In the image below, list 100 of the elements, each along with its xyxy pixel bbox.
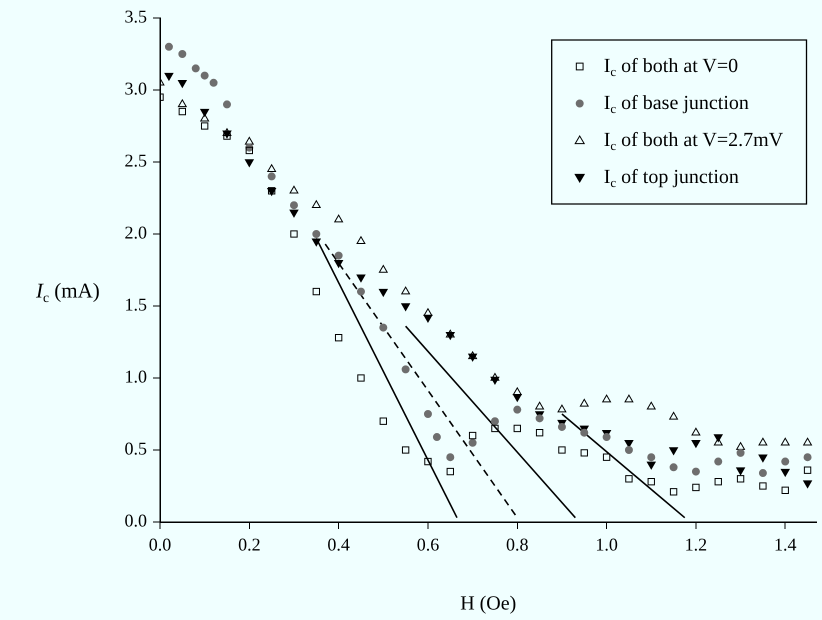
point xyxy=(446,330,455,338)
point xyxy=(490,417,499,426)
point xyxy=(222,100,231,108)
point xyxy=(164,42,173,51)
point xyxy=(558,422,566,431)
point xyxy=(536,429,544,436)
point xyxy=(312,288,320,296)
point xyxy=(670,488,678,496)
x-tick-label: 0.0 xyxy=(148,534,172,555)
point xyxy=(356,274,366,282)
point xyxy=(424,410,432,418)
point xyxy=(602,433,611,442)
point xyxy=(334,334,342,342)
point xyxy=(536,414,544,422)
point xyxy=(624,446,633,454)
point xyxy=(580,428,588,437)
point xyxy=(401,303,410,311)
x-tick-label: 1.0 xyxy=(595,534,618,555)
point xyxy=(736,448,745,457)
y-tick-label: 2.5 xyxy=(124,150,147,171)
point xyxy=(200,122,208,130)
y-tick-label: 3.5 xyxy=(124,6,147,27)
point xyxy=(513,406,522,414)
point xyxy=(312,230,320,238)
point xyxy=(602,394,611,402)
point xyxy=(200,108,210,117)
point xyxy=(535,402,544,410)
point xyxy=(803,480,812,488)
point xyxy=(780,438,790,446)
point xyxy=(646,402,656,410)
point xyxy=(468,351,478,360)
point xyxy=(357,374,365,382)
point xyxy=(424,458,432,466)
point xyxy=(780,468,790,477)
point xyxy=(580,398,589,407)
y-tick-label: 3.0 xyxy=(124,78,147,99)
point xyxy=(736,475,744,482)
point xyxy=(290,230,298,238)
point xyxy=(714,478,722,486)
point xyxy=(356,288,365,296)
point xyxy=(378,265,388,273)
point xyxy=(432,433,441,442)
point xyxy=(379,324,388,332)
point xyxy=(178,99,187,108)
point xyxy=(378,288,388,297)
point xyxy=(646,462,656,470)
point xyxy=(758,454,768,462)
x-tick-label: 0.6 xyxy=(416,534,440,555)
point xyxy=(178,80,187,88)
point xyxy=(669,447,678,455)
point xyxy=(401,286,410,294)
point xyxy=(782,486,789,494)
y-tick-label: 0.5 xyxy=(124,438,147,459)
point xyxy=(647,453,656,462)
point xyxy=(402,446,410,454)
point xyxy=(558,446,566,454)
point xyxy=(178,50,186,58)
point xyxy=(178,108,186,116)
point xyxy=(736,442,745,450)
point xyxy=(692,428,700,436)
point xyxy=(758,438,768,446)
x-tick-label: 0.2 xyxy=(238,534,261,555)
point xyxy=(244,159,254,167)
point xyxy=(446,468,454,476)
point xyxy=(244,136,254,145)
point xyxy=(356,236,366,244)
point xyxy=(803,438,812,446)
point xyxy=(334,260,344,268)
point xyxy=(624,394,634,402)
y-tick-label: 1.5 xyxy=(124,294,147,315)
point xyxy=(692,468,700,476)
point xyxy=(736,467,745,476)
point xyxy=(380,418,387,425)
point xyxy=(290,210,298,218)
point xyxy=(334,214,344,222)
point xyxy=(625,475,633,482)
point xyxy=(558,404,566,412)
point xyxy=(192,64,200,72)
point xyxy=(692,484,700,492)
x-tick-label: 0.8 xyxy=(506,534,529,555)
point xyxy=(424,308,432,316)
point xyxy=(164,72,174,81)
point xyxy=(491,424,499,432)
point xyxy=(246,146,253,154)
point xyxy=(669,412,678,420)
x-tick-label: 1.2 xyxy=(684,534,708,555)
point xyxy=(268,172,276,180)
point xyxy=(334,252,343,260)
point xyxy=(781,458,790,466)
point xyxy=(580,449,588,457)
point xyxy=(714,458,722,466)
point xyxy=(648,478,655,486)
x-axis-title: H (Oe) xyxy=(460,592,516,614)
point xyxy=(290,186,298,194)
x-tick-label: 1.4 xyxy=(774,534,796,555)
point xyxy=(692,440,700,448)
point xyxy=(290,201,298,210)
x-tick-label: 0.4 xyxy=(327,534,350,555)
point xyxy=(267,164,276,172)
point xyxy=(758,469,767,478)
